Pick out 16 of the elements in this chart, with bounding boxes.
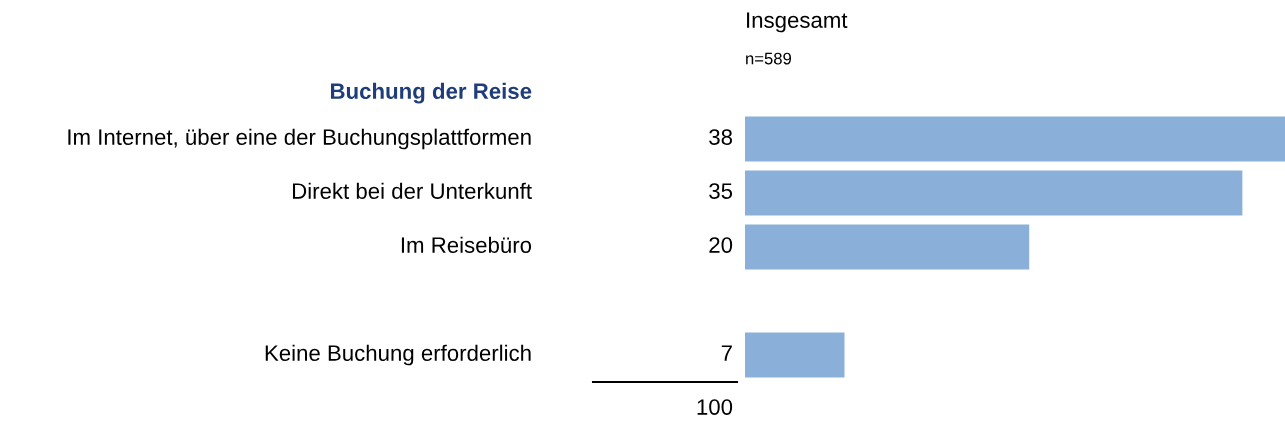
y-tick-label: Im Internet, über eine der Buchungsplattformen <box>68 128 531 150</box>
y-tick-label: Direkt bei der Unterkunft <box>293 182 532 199</box>
data-label: 38 <box>709 129 733 145</box>
chart-subtitle: n=589 <box>746 52 792 65</box>
bar <box>745 116 1285 162</box>
y-tick-label: Keine Buchung erforderlich <box>265 344 531 366</box>
data-label: 20 <box>709 237 733 253</box>
bar <box>745 170 1243 216</box>
chart-title: Insgesamt <box>747 12 848 33</box>
text: Buchung der Reise <box>330 82 532 104</box>
y-tick-label: Im Reisebüro <box>401 236 532 253</box>
bar <box>745 224 1030 270</box>
bar <box>745 332 845 378</box>
text: 100 <box>697 399 733 415</box>
data-label: 35 <box>709 183 733 199</box>
data-label: 7 <box>721 345 732 361</box>
